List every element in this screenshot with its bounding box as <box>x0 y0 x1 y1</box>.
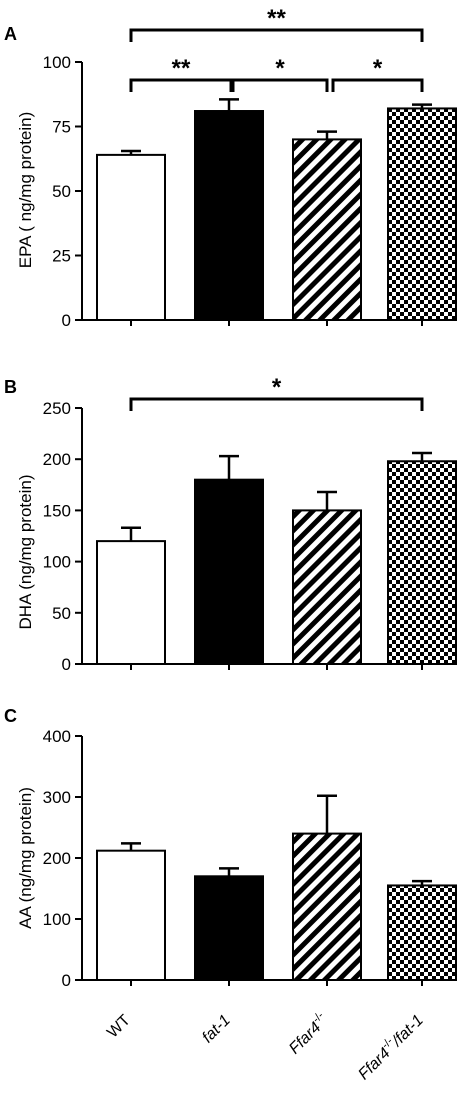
panel-b-ytick-label: 150 <box>43 501 71 520</box>
panel-c-bar <box>292 832 362 981</box>
panel-c-ytick-label: 400 <box>43 727 71 746</box>
panel-c-bar <box>96 849 166 981</box>
panel-b-ytick-label: 50 <box>52 604 71 623</box>
panel-a-ytick-label: 50 <box>52 182 71 201</box>
panel-b-bar <box>194 478 264 665</box>
panel-a-ytick-label: 0 <box>62 311 71 330</box>
panel-b: B DHA (ng/mg protein) 0 50 100 150 200 250 * <box>4 374 457 674</box>
panel-c: C AA (ng/mg protein) 0 100 200 300 400 <box>4 706 457 990</box>
panel-a-sig-label: ** <box>172 55 191 82</box>
panel-a-ytick-label: 100 <box>43 53 71 72</box>
panel-a-bar <box>387 107 457 321</box>
panel-a-ytick-label: 25 <box>52 247 71 266</box>
panel-c-ytick-label: 100 <box>43 910 71 929</box>
panel-b-bar <box>292 509 362 665</box>
panel-a-sig-bracket <box>129 78 233 92</box>
x-category-labels: WT fat-1 Ffar4-/- Ffar4-/-/fat-1 <box>104 1009 427 1083</box>
panel-a-ylabel: EPA ( ng/mg protein) <box>16 112 35 269</box>
panel-b-ytick-label: 100 <box>43 553 71 572</box>
panel-c-ytick-label: 200 <box>43 849 71 868</box>
panel-a-sig-bracket <box>231 78 329 92</box>
panel-b-bar <box>96 540 166 665</box>
panel-a-sig-bracket <box>129 28 424 42</box>
x-label-fat1: fat-1 <box>199 1012 234 1047</box>
panel-a-sig-bracket <box>331 78 424 92</box>
panel-a-ytick-label: 75 <box>52 118 71 137</box>
x-label-ffar4: Ffar4-/- <box>284 1009 332 1057</box>
panel-a-bar <box>194 110 264 321</box>
panel-a-sig-label: * <box>373 55 383 82</box>
panel-a-sig-label: ** <box>267 5 286 32</box>
x-label-combo: Ffar4-/-/fat-1 <box>353 1010 427 1084</box>
panel-b-bar <box>387 460 457 665</box>
panel-a-letter: A <box>4 24 17 44</box>
panel-b-ytick-label: 0 <box>62 655 71 674</box>
panel-b-ytick-label: 250 <box>43 399 71 418</box>
panel-b-ytick-label: 200 <box>43 450 71 469</box>
panel-a-sig-label: * <box>275 55 285 82</box>
panel-b-sig-label: * <box>272 374 282 401</box>
x-label-wt: WT <box>104 1012 134 1042</box>
panel-c-ytick-label: 300 <box>43 788 71 807</box>
panel-a-bar <box>96 153 166 321</box>
panel-b-letter: B <box>4 377 17 397</box>
panel-c-letter: C <box>4 706 17 726</box>
panel-c-ylabel: AA (ng/mg protein) <box>16 787 35 929</box>
panel-b-sig-bracket <box>129 397 424 411</box>
panel-c-bar <box>387 884 457 982</box>
panel-c-ytick-label: 0 <box>62 971 71 990</box>
panel-b-ylabel: DHA (ng/mg protein) <box>16 475 35 630</box>
panel-a-bar <box>292 138 362 321</box>
panel-c-bar <box>194 875 264 981</box>
